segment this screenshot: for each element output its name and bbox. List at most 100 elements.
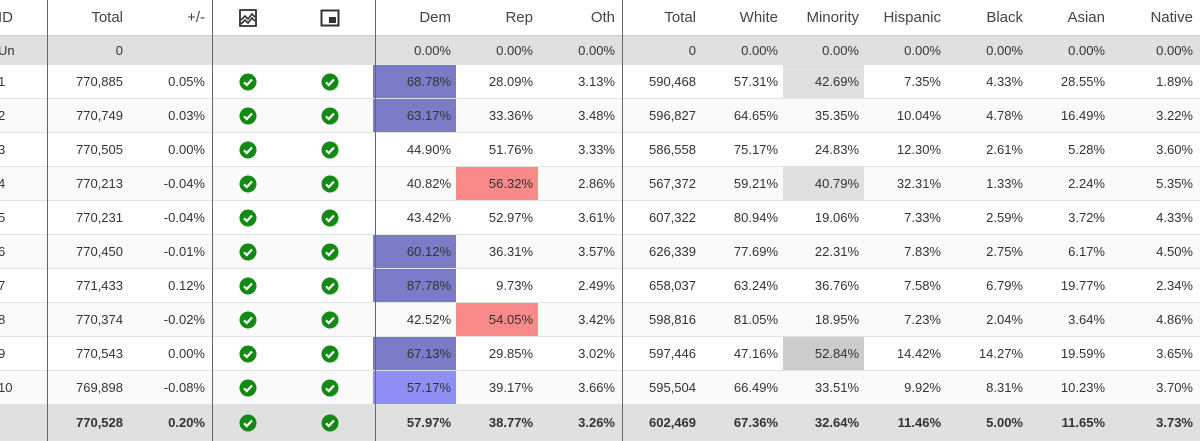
column-header[interactable]: Black (986, 9, 1023, 26)
table-cell: 14.42% (896, 346, 941, 361)
status-cell (210, 303, 290, 336)
column-header[interactable]: Asian (1067, 9, 1105, 26)
check-icon (239, 311, 257, 328)
table-cell: 770,749 (76, 108, 123, 123)
table-cell: 54.05% (456, 303, 538, 336)
table-cell: 3.42% (578, 312, 615, 327)
table-cell: 596,827 (649, 108, 696, 123)
column-header[interactable]: +/- (187, 9, 205, 26)
contiguity-header[interactable] (290, 0, 373, 35)
table-cell: 0 (115, 42, 123, 58)
check-icon (239, 175, 257, 192)
column-header[interactable]: Total (664, 9, 696, 26)
status-cell (290, 99, 373, 132)
table-cell: 2.34% (1156, 278, 1193, 293)
status-cell (290, 269, 373, 302)
table-cell: 3.61% (578, 210, 615, 225)
table-cell: 2 (0, 108, 6, 123)
column-header[interactable]: Minority (806, 9, 859, 26)
table-cell: 80.94% (733, 210, 778, 225)
table-cell: 0.03% (168, 108, 205, 123)
table-row: 6 770,450 -0.01% 60.12% 36.31% 3.57% 626,339 77… (0, 235, 1200, 269)
check-icon (321, 209, 338, 226)
table-cell: 0.00% (904, 42, 941, 58)
column-header[interactable]: Dem (419, 9, 451, 26)
status-cell (290, 371, 373, 404)
table-cell: 2.49% (578, 278, 615, 293)
window-icon (320, 9, 339, 26)
table-cell: 770,450 (76, 244, 123, 259)
table-cell: 770,213 (76, 176, 123, 191)
table-cell: 3.73% (1156, 415, 1193, 430)
table-cell: 6.17% (1068, 244, 1105, 259)
table-cell: 18.95% (814, 312, 859, 327)
check-icon (321, 414, 338, 431)
table-cell (128, 36, 210, 64)
column-header[interactable]: Oth (590, 9, 615, 26)
check-icon (321, 243, 338, 260)
table-cell: 56.32% (456, 167, 538, 200)
table-cell: -0.02% (163, 312, 205, 327)
table-row: 2 770,749 0.03% 63.17% 33.36% 3.48% 596,827 64.… (0, 99, 1200, 133)
column-header[interactable]: ID (0, 9, 13, 26)
column-divider (622, 0, 623, 441)
table-cell: 586,558 (649, 142, 696, 157)
table-cell: 28.55% (1060, 74, 1105, 89)
check-icon (239, 107, 257, 124)
table-cell: 0.00% (986, 42, 1023, 58)
table-cell: 19.06% (814, 210, 859, 225)
table-row: 770,528 0.20% 57.97% 38.77% 3.26% 602,469 67.3… (0, 405, 1200, 441)
table-cell: 0.00% (1156, 42, 1193, 58)
table-cell: 0.00% (1068, 42, 1105, 58)
column-header[interactable]: Native (1150, 9, 1193, 26)
check-icon (321, 311, 338, 328)
status-cell (290, 36, 373, 64)
table-cell: 4.78% (986, 108, 1023, 123)
table-cell: 626,339 (649, 244, 696, 259)
compactness-header[interactable] (210, 0, 290, 35)
table-row: 5 770,231 -0.04% 43.42% 52.97% 3.61% 607,322 80… (0, 201, 1200, 235)
column-header[interactable]: Rep (505, 9, 533, 26)
status-cell (290, 303, 373, 336)
table-cell: 3.26% (578, 415, 615, 430)
column-header[interactable]: Hispanic (883, 9, 941, 26)
table-cell: 0.00% (496, 42, 533, 58)
column-header[interactable]: Total (91, 9, 123, 26)
table-cell: 36.76% (814, 278, 859, 293)
table-cell: 770,543 (76, 346, 123, 361)
table-cell: 38.77% (488, 415, 533, 430)
table-cell: 60.12% (373, 235, 456, 268)
table-cell: 5.35% (1156, 176, 1193, 191)
table-cell: 52.84% (783, 337, 864, 370)
status-cell (290, 167, 373, 200)
table-cell: 770,528 (76, 415, 123, 430)
table-cell: 7.58% (904, 278, 941, 293)
table-cell: 9 (0, 346, 6, 361)
status-cell (210, 99, 290, 132)
table-cell: 8 (0, 312, 6, 327)
table-cell: 6.79% (986, 278, 1023, 293)
table-cell: 43.42% (406, 210, 451, 225)
table-row: 3 770,505 0.00% 44.90% 51.76% 3.33% 586,558 75.… (0, 133, 1200, 167)
table-row: 4 770,213 -0.04% 40.82% 56.32% 2.86% 567,372 59… (0, 167, 1200, 201)
table-cell: 10.23% (1060, 380, 1105, 395)
column-header[interactable]: White (739, 9, 778, 26)
status-cell (210, 235, 290, 268)
table-cell: 28.09% (488, 74, 533, 89)
table-cell: 770,505 (76, 142, 123, 157)
table-cell: 0.00% (741, 42, 778, 58)
table-cell: 10.04% (896, 108, 941, 123)
table-cell: 35.35% (814, 108, 859, 123)
table-cell: 47.16% (733, 346, 778, 361)
table-cell: 5 (0, 210, 6, 225)
status-cell (290, 65, 373, 98)
table-cell: 0 (688, 42, 696, 58)
table-cell: 595,504 (649, 380, 696, 395)
table-cell: 67.36% (733, 415, 778, 430)
column-divider (212, 0, 213, 441)
table-cell: 770,231 (76, 210, 123, 225)
table-row: 1 770,885 0.05% 68.78% 28.09% 3.13% 590,468 57.… (0, 65, 1200, 99)
table-cell: 658,037 (649, 278, 696, 293)
table-row: Un 0 0.00% 0.00% 0.00% 0 0.00% 0.00% 0.00% 0.00% 0… (0, 36, 1200, 65)
table-cell: 32.64% (814, 415, 859, 430)
